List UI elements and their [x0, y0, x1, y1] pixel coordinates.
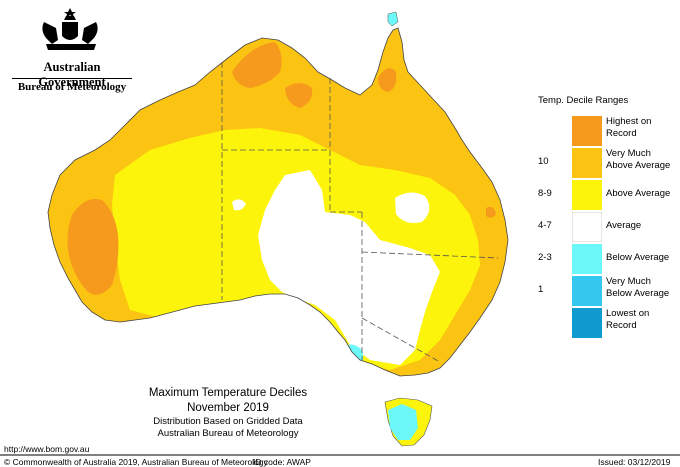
legend-label-line2: Record [606, 128, 637, 139]
legend-label-line1: Very Much [606, 276, 651, 287]
legend-swatch [572, 116, 602, 146]
tasmania-below-average [388, 404, 418, 440]
coastline [47, 27, 509, 377]
legend-label-line1: Very Much [606, 148, 651, 159]
legend-swatch [572, 180, 602, 210]
legend-label-line2: Above Average [606, 160, 671, 171]
legend-code: 4-7 [538, 220, 552, 231]
footer-copyright: © Commonwealth of Australia 2019, Austra… [4, 457, 268, 467]
coat-of-arms-logo [42, 8, 98, 50]
legend-label: Above Average [606, 188, 680, 200]
legend-swatch [572, 308, 602, 338]
map-title: Maximum Temperature Deciles [148, 387, 308, 399]
legend-swatch [572, 276, 602, 306]
legend-label: Very Much Above Average [606, 148, 680, 172]
legend-code: 2-3 [538, 252, 552, 263]
footer-url[interactable]: http://www.bom.gov.au [4, 444, 90, 454]
region-average-qld [395, 192, 430, 223]
legend-label: Lowest on Record [606, 308, 680, 332]
legend-label-line1: Lowest on [606, 308, 650, 319]
legend-code: 8-9 [538, 188, 552, 199]
legend-label: Average [606, 220, 680, 232]
legend-label: Highest on Record [606, 116, 680, 140]
map-period: November 2019 [187, 402, 269, 414]
legend-swatch [572, 148, 602, 178]
header-divider [12, 78, 132, 79]
region-average-wa [232, 199, 246, 211]
region-highest-nt [232, 42, 282, 88]
legend-label-line1: Highest on [606, 116, 652, 127]
legend-swatch [572, 244, 602, 274]
footer-issued: Issued: 03/12/2019 [598, 457, 671, 467]
state-borders [221, 62, 499, 363]
border-qld-nsw [361, 251, 499, 259]
footer-id-code: ID code: AWAP [253, 457, 311, 467]
map-subtitle-2: Australian Bureau of Meteorology [157, 428, 299, 439]
legend-label: Very Much Below Average [606, 276, 680, 300]
region-average [258, 170, 440, 365]
legend-label-line2: Below Average [606, 288, 670, 299]
legend-title: Temp. Decile Ranges [538, 95, 629, 106]
region-highest-capeyork [378, 68, 397, 92]
legend-label-line1: Below Average [606, 252, 670, 263]
region-highest-nt-2 [285, 83, 313, 108]
region-highest-wa [67, 199, 119, 295]
legend-code: 10 [538, 156, 549, 167]
legend-swatch [572, 212, 602, 242]
legend-label-line1: Above Average [606, 188, 671, 199]
island-below-average [387, 11, 399, 27]
region-below-average-sa [342, 344, 364, 372]
map-subtitle-1: Distribution Based on Gridded Data [153, 416, 303, 427]
legend-label: Below Average [606, 252, 680, 264]
region-highest-qld-coast [486, 206, 496, 218]
legend-code: 1 [538, 284, 544, 295]
border-nsw-vic [361, 317, 441, 363]
legend-label-line1: Average [606, 220, 642, 231]
bureau-name: Bureau of Meteorology [17, 81, 127, 93]
map-title-block: Maximum Temperature Deciles November 201… [108, 386, 348, 440]
legend-label-line2: Record [606, 320, 637, 331]
